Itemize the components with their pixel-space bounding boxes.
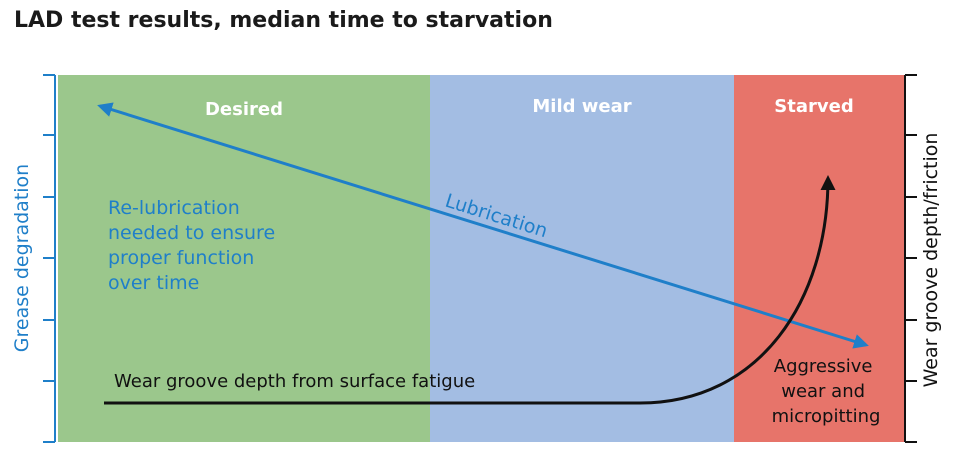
aggressive-line-2: wear and — [781, 381, 865, 402]
zone-label-starved: Starved — [774, 96, 853, 117]
relubrication-line-1: Re-lubrication — [108, 197, 240, 219]
wear-groove-curve — [104, 175, 836, 405]
relubrication-line-3: proper function — [108, 247, 254, 269]
zone-label-desired: Desired — [205, 99, 283, 120]
left-axis-label: Grease degradation — [11, 164, 33, 352]
diagram-title: LAD test results, median time to starvat… — [14, 8, 553, 33]
aggressive-line-3: micropitting — [772, 406, 881, 427]
lubrication-arrow — [97, 102, 869, 349]
zone-mild-wear — [430, 75, 734, 442]
right-axis — [904, 74, 917, 443]
aggressive-wear-note: Aggressive wear and micropitting — [772, 356, 881, 427]
left-axis — [43, 74, 56, 443]
relubrication-note: Re-lubrication needed to ensure proper f… — [108, 197, 281, 294]
relubrication-line-4: over time — [108, 272, 199, 294]
relubrication-line-2: needed to ensure — [108, 222, 275, 244]
wear-groove-label: Wear groove depth from surface fatigue — [114, 371, 475, 392]
zone-label-mild-wear: Mild wear — [532, 96, 631, 117]
right-axis-label: Wear groove depth/friction — [920, 133, 942, 388]
aggressive-line-1: Aggressive — [774, 356, 873, 377]
